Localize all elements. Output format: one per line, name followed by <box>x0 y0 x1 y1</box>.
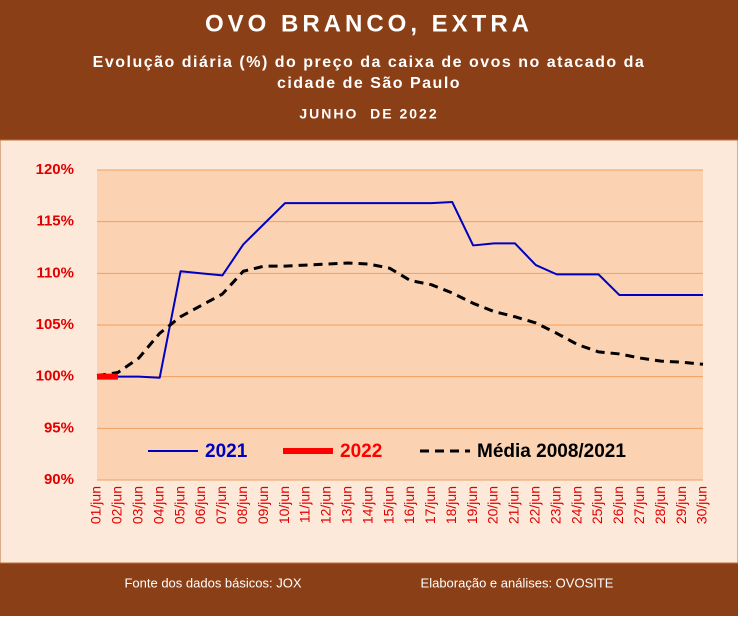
y-tick-label: 100% <box>36 368 74 385</box>
x-tick-label: 04/jun <box>150 486 166 524</box>
legend-label: 2022 <box>340 441 382 462</box>
y-tick-label: 95% <box>44 419 74 436</box>
x-tick-label: 06/jun <box>192 486 208 524</box>
x-tick-label: 27/jun <box>631 486 647 524</box>
x-tick-label: 03/jun <box>129 486 145 524</box>
legend-label: 2021 <box>205 441 248 462</box>
y-tick-label: 105% <box>36 316 74 333</box>
x-tick-label: 30/jun <box>694 486 710 524</box>
x-tick-label: 10/jun <box>276 486 292 524</box>
x-tick-label: 29/jun <box>673 486 689 524</box>
y-tick-label: 90% <box>44 471 74 488</box>
x-tick-label: 19/jun <box>464 486 480 524</box>
x-tick-label: 08/jun <box>234 486 250 524</box>
x-tick-label: 26/jun <box>610 486 626 524</box>
x-tick-label: 13/jun <box>338 486 354 524</box>
x-tick-label: 14/jun <box>359 486 375 524</box>
x-tick-label: 15/jun <box>380 486 396 524</box>
x-tick-label: 12/jun <box>318 486 334 524</box>
x-tick-label: 16/jun <box>401 486 417 524</box>
x-tick-label: 02/jun <box>109 486 125 524</box>
x-tick-label: 22/jun <box>527 486 543 524</box>
series-line <box>96 261 704 378</box>
x-tick-label: 20/jun <box>485 486 501 524</box>
x-tick-label: 24/jun <box>568 486 584 524</box>
subtitle: cidade de São Paulo <box>277 75 461 92</box>
x-tick-label: 01/jun <box>88 486 104 524</box>
footer <box>0 563 738 616</box>
chart-title: OVO BRANCO, EXTRA <box>205 10 533 37</box>
x-tick-label: 05/jun <box>171 486 187 524</box>
legend-label: Média 2008/2021 <box>477 441 626 462</box>
x-tick-label: 23/jun <box>547 486 563 524</box>
series-line <box>97 201 703 379</box>
period: JUNHO DE 2022 <box>299 106 438 122</box>
y-tick-label: 115% <box>36 213 74 230</box>
x-tick-label: 18/jun <box>443 486 459 524</box>
x-tick-label: 07/jun <box>213 486 229 524</box>
x-tick-label: 11/jun <box>297 486 313 523</box>
credit: Elaboração e análises: OVOSITE <box>421 575 614 590</box>
x-tick-label: 17/jun <box>422 486 438 524</box>
source: Fonte dos dados básicos: JOX <box>124 575 301 590</box>
y-tick-label: 120% <box>36 161 74 178</box>
subtitle: Evolução diária (%) do preço da caixa de… <box>93 54 646 71</box>
x-tick-label: 25/jun <box>589 486 605 524</box>
x-tick-label: 21/jun <box>506 486 522 524</box>
x-tick-label: 28/jun <box>652 486 668 524</box>
y-tick-label: 110% <box>36 264 74 281</box>
header <box>0 0 738 140</box>
x-tick-label: 09/jun <box>255 486 271 524</box>
